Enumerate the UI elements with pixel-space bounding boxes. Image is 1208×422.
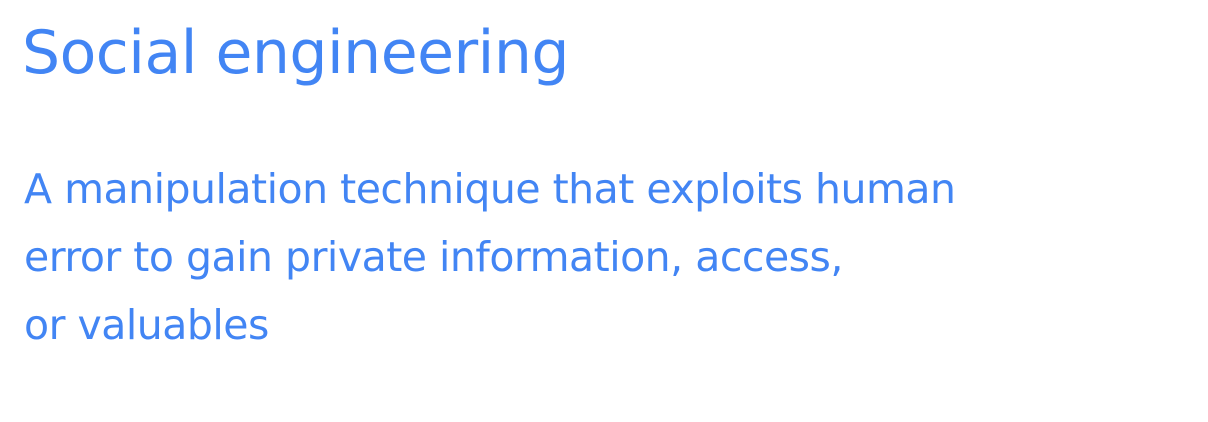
definition-line: error to gain private information, acces… bbox=[24, 233, 843, 281]
definition-text: A manipulation technique that exploits h… bbox=[24, 155, 956, 359]
definition-line: or valuables bbox=[24, 301, 269, 349]
slide-title: Social engineering bbox=[22, 18, 569, 88]
definition-line: A manipulation technique that exploits h… bbox=[24, 165, 956, 213]
